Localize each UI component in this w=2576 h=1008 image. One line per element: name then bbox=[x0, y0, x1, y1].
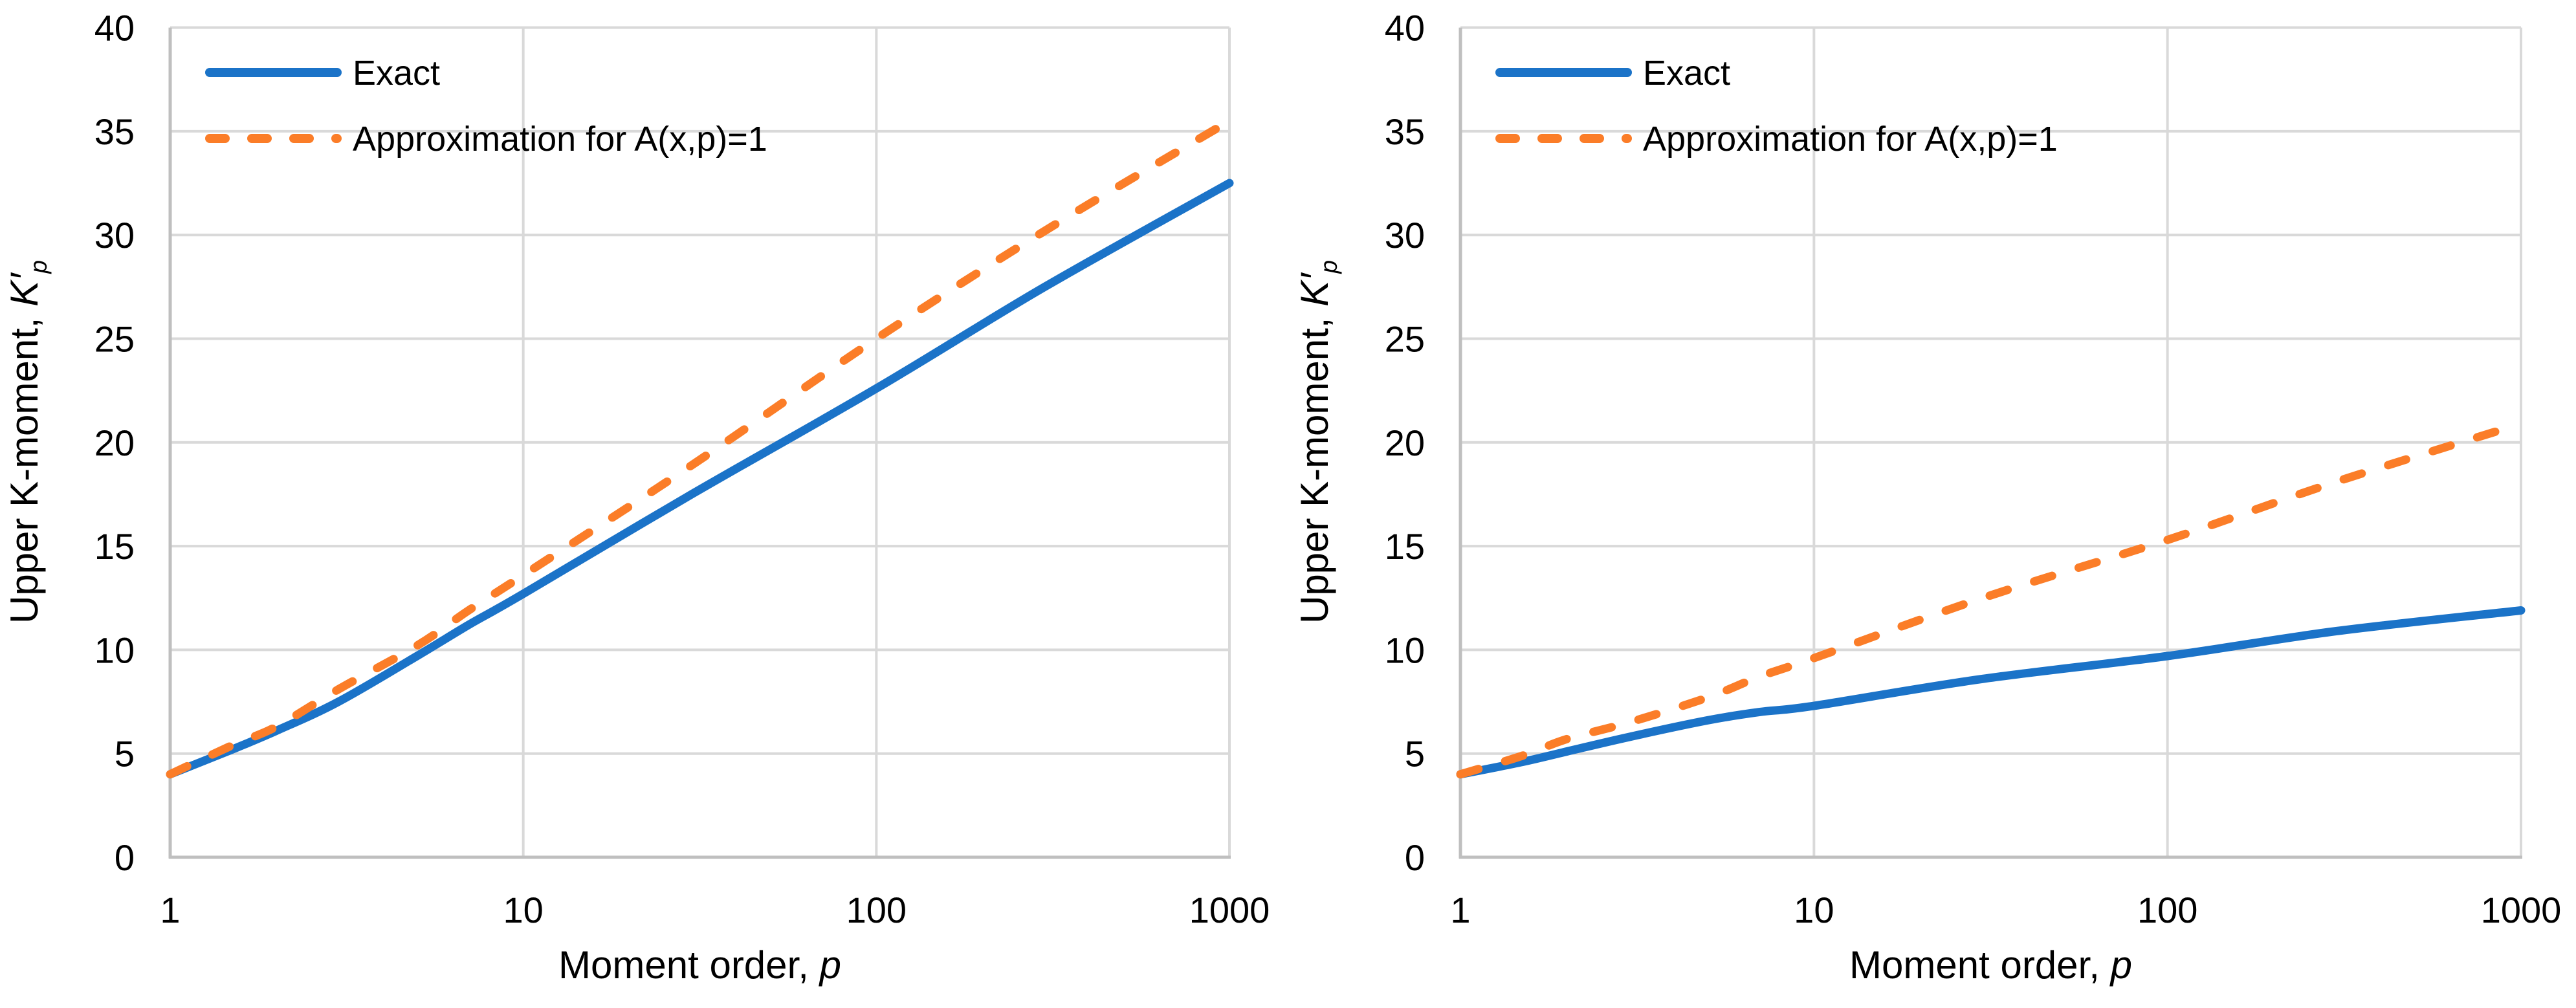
curve-exact bbox=[1456, 606, 2526, 779]
right-chart: 0 5 10 15 20 25 30 35 40 1 10 100 1000 Moment order, … bbox=[1293, 8, 2561, 987]
curve-approx bbox=[1456, 419, 2526, 779]
y-tick-label: 15 bbox=[94, 526, 135, 567]
y-tick-label: 15 bbox=[1385, 526, 1425, 567]
x-axis-title: Moment order, p bbox=[558, 943, 841, 987]
legend: Exact Approximation for A(x,p)=1 bbox=[1495, 54, 2058, 159]
x-tick-label: 1 bbox=[1450, 890, 1470, 930]
x-tick-label: 100 bbox=[2137, 890, 2197, 930]
y-tick-label: 20 bbox=[94, 422, 135, 463]
y-axis-title: Upper K-moment, K′p bbox=[1293, 260, 1342, 624]
curve-exact bbox=[166, 179, 1234, 779]
y-tick-label: 0 bbox=[115, 837, 135, 878]
x-tick-label: 1 bbox=[160, 890, 180, 930]
y-tick-label: 40 bbox=[1385, 8, 1425, 49]
y-tick-label: 35 bbox=[1385, 111, 1425, 152]
x-tick-label: 10 bbox=[1794, 890, 1834, 930]
left-chart: 0 5 10 15 20 25 30 35 40 1 10 100 1000 Moment order, … bbox=[3, 8, 1270, 987]
y-tick-label: 20 bbox=[1385, 422, 1425, 463]
legend-approx-label: Approximation for A(x,p)=1 bbox=[1643, 120, 2058, 159]
y-axis-title: Upper K-moment, K′p bbox=[3, 260, 52, 624]
y-tick-label: 25 bbox=[1385, 319, 1425, 360]
x-tick-label: 100 bbox=[846, 890, 907, 930]
x-tick-label: 1000 bbox=[1189, 890, 1270, 930]
curve-approx bbox=[166, 116, 1234, 779]
legend-exact-label: Exact bbox=[353, 54, 440, 93]
y-tick-label: 5 bbox=[115, 734, 135, 774]
y-tick-label: 35 bbox=[94, 111, 135, 152]
x-axis-title: Moment order, p bbox=[1849, 943, 2132, 987]
y-tick-label: 5 bbox=[1405, 734, 1425, 774]
legend-exact-label: Exact bbox=[1643, 54, 1730, 93]
y-tick-label: 40 bbox=[94, 8, 135, 49]
x-tick-label: 1000 bbox=[2481, 890, 2562, 930]
y-tick-label: 30 bbox=[94, 215, 135, 256]
y-tick-label: 30 bbox=[1385, 215, 1425, 256]
y-tick-label: 0 bbox=[1405, 837, 1425, 878]
x-tick-label: 10 bbox=[503, 890, 544, 930]
y-tick-label: 10 bbox=[94, 630, 135, 670]
y-tick-label: 25 bbox=[94, 319, 135, 360]
legend-approx-label: Approximation for A(x,p)=1 bbox=[353, 120, 767, 159]
legend: Exact Approximation for A(x,p)=1 bbox=[205, 54, 767, 159]
y-tick-label: 10 bbox=[1385, 630, 1425, 670]
